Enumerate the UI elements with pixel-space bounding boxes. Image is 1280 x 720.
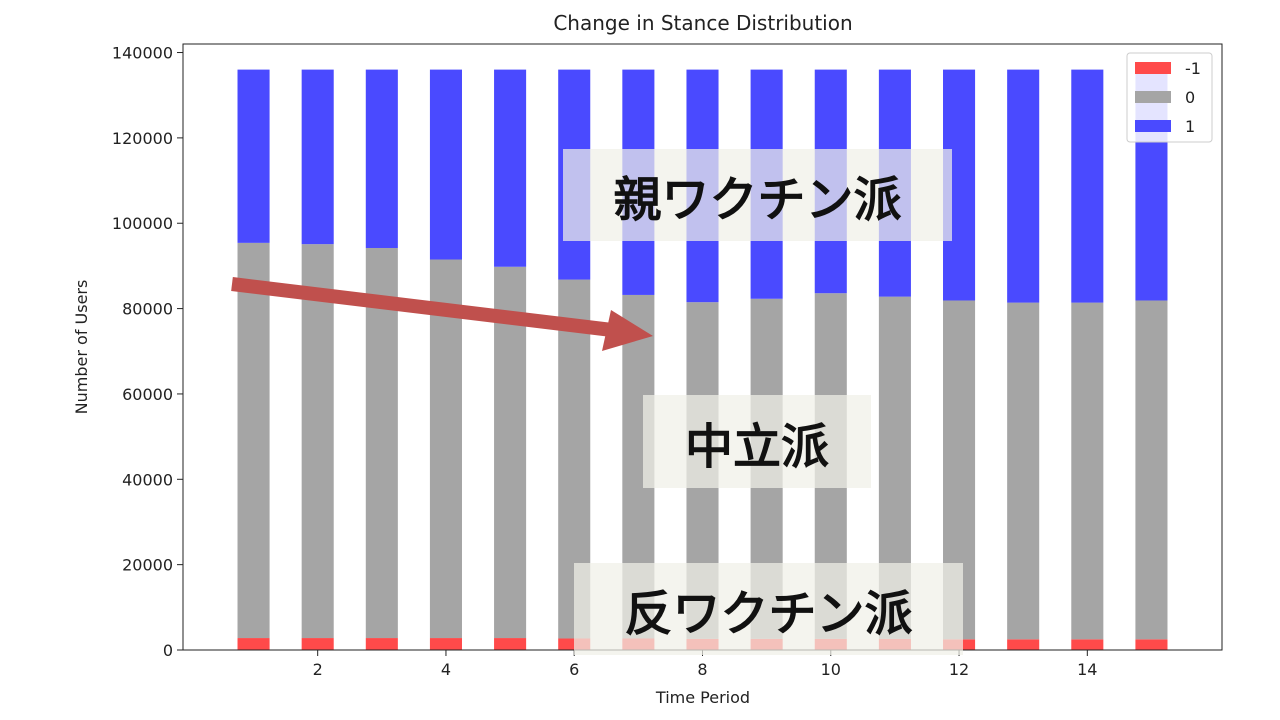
bar-segment--1 [1071, 639, 1104, 650]
y-tick-label: 140000 [112, 44, 173, 63]
y-tick-label: 80000 [122, 300, 173, 319]
arrow-head [602, 310, 653, 351]
bar-segment--1 [494, 638, 527, 650]
arrow-shaft [231, 277, 613, 337]
trend-arrow [231, 277, 653, 351]
neutral-label: 中立派 [643, 395, 871, 488]
x-tick-label: 2 [313, 660, 323, 679]
y-tick-label: 120000 [112, 129, 173, 148]
x-tick-label: 6 [569, 660, 579, 679]
x-tick-label: 14 [1077, 660, 1097, 679]
x-axis-label: Time Period [655, 688, 750, 707]
bar-segment--1 [237, 638, 270, 650]
bar-segment-1 [1007, 69, 1040, 303]
bar-segment-1 [429, 69, 462, 260]
x-tick-label: 10 [821, 660, 841, 679]
legend-swatch [1135, 91, 1171, 103]
bar-segment-0 [1135, 300, 1168, 640]
legend-swatch [1135, 62, 1171, 74]
anti-vaccine-label: 反ワクチン派 [574, 563, 963, 655]
legend-label: -1 [1185, 59, 1201, 78]
x-tick-label: 12 [949, 660, 969, 679]
legend-label: 1 [1185, 117, 1195, 136]
bar-segment-1 [301, 69, 334, 245]
bar-segment--1 [1135, 639, 1168, 650]
x-tick-label: 4 [441, 660, 451, 679]
bar-segment-0 [1007, 302, 1040, 640]
bar-segment--1 [429, 638, 462, 650]
bar-segment-0 [494, 266, 527, 639]
bar-segment-1 [1071, 69, 1104, 303]
bar-segment--1 [301, 638, 334, 650]
bar-segment-1 [365, 69, 398, 248]
bar-segment-0 [237, 242, 270, 639]
bar-segment-0 [365, 247, 398, 639]
bar-segment--1 [1007, 639, 1040, 650]
x-tick-label: 8 [697, 660, 707, 679]
bar-segment-0 [301, 244, 334, 639]
y-tick-label: 100000 [112, 214, 173, 233]
legend: -1 0 1 [1126, 52, 1213, 143]
y-axis-label: Number of Users [72, 280, 91, 415]
bar-segment-1 [237, 69, 270, 243]
axis-ticks: 0 20000 40000 60000 80000 100000 120000 140000 2… [112, 44, 1098, 679]
y-tick-label: 60000 [122, 385, 173, 404]
bar-segment-0 [1071, 302, 1104, 640]
y-tick-label: 0 [163, 641, 173, 660]
chart-title: Change in Stance Distribution [553, 11, 852, 35]
bar-segment-1 [494, 69, 527, 267]
y-tick-label: 20000 [122, 556, 173, 575]
bar-segment-0 [429, 259, 462, 639]
legend-label: 0 [1185, 88, 1195, 107]
legend-swatch [1135, 120, 1171, 132]
bar-segment--1 [365, 638, 398, 650]
y-tick-label: 40000 [122, 470, 173, 489]
pro-vaccine-label: 親ワクチン派 [563, 149, 952, 241]
